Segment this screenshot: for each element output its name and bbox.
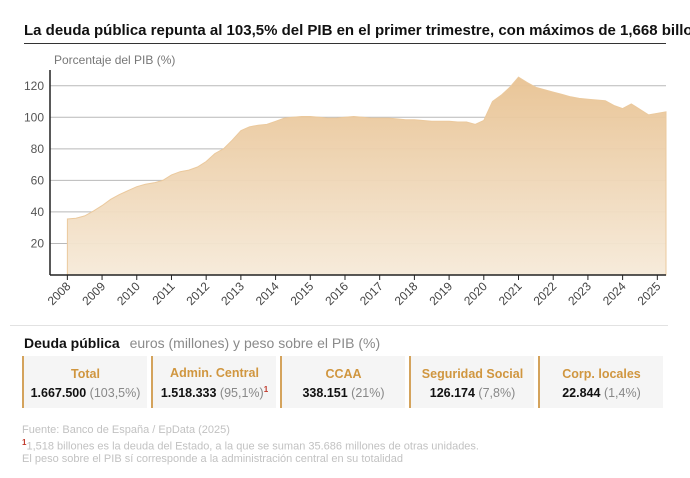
x-tick-label: 2009 xyxy=(79,279,108,308)
card-label: Total xyxy=(71,366,100,381)
footnote-2: El peso sobre el PIB sí corresponde a la… xyxy=(22,453,403,465)
source-note: Fuente: Banco de España / EpData (2025) xyxy=(22,424,230,436)
section-divider xyxy=(10,325,668,326)
card-label: CCAA xyxy=(325,366,362,381)
card-pct: (7,8%) xyxy=(478,385,516,400)
x-tick-label: 2015 xyxy=(288,279,317,308)
x-tick-label: 2008 xyxy=(45,279,74,308)
card-pct: (21%) xyxy=(351,385,385,400)
y-tick-label: 80 xyxy=(31,142,45,156)
card-label: Admin. Central xyxy=(170,365,259,380)
footnote-marker: 1 xyxy=(22,438,27,447)
debt-area-chart: Porcentaje del PIB (%) 20 40 60 80 100 120 20… xyxy=(24,53,667,308)
x-tick-label: 2022 xyxy=(531,279,560,308)
y-tick-label: 120 xyxy=(24,79,44,93)
y-tick-label: 20 xyxy=(31,236,45,250)
card-value: 1.518.333 xyxy=(160,386,217,401)
footnote-marker: 1 xyxy=(263,384,269,394)
card-ccaa: CCAA 338.151 (21%) xyxy=(280,356,405,408)
x-tick-label: 2024 xyxy=(600,279,629,308)
summary-subtitle: euros (millones) y peso sobre el PIB (%) xyxy=(129,335,381,351)
card-admin-central: Admin. Central 1.518.333 (95,1%)1 xyxy=(151,356,276,408)
card-total: Total 1.667.500 (103,5%) xyxy=(22,356,147,408)
x-tick-label: 2011 xyxy=(149,279,177,307)
x-tick-label: 2012 xyxy=(184,279,213,308)
card-pct: (103,5%) xyxy=(89,385,141,400)
summary-cards: Total 1.667.500 (103,5%) Admin. Central … xyxy=(22,356,663,408)
x-tick-label: 2010 xyxy=(114,279,143,308)
card-corp-locales: Corp. locales 22.844 (1,4%) xyxy=(538,356,663,408)
x-tick-label: 2019 xyxy=(426,279,455,308)
card-pct: (1,4%) xyxy=(603,385,641,400)
page-title: La deuda pública repunta al 103,5% del P… xyxy=(24,22,690,39)
summary-heading: Deuda pública euros (millones) y peso so… xyxy=(24,335,380,351)
x-tick-label: 2018 xyxy=(392,279,421,308)
y-tick-label: 100 xyxy=(24,110,44,124)
card-value: 1.667.500 xyxy=(30,385,87,400)
footnote-text: 1,518 billones es la deuda del Estado, a… xyxy=(26,440,479,453)
y-axis-title: Porcentaje del PIB (%) xyxy=(54,53,175,67)
x-tick-label: 2016 xyxy=(322,279,351,308)
card-label: Corp. locales xyxy=(562,366,641,381)
y-tick-label: 40 xyxy=(31,205,45,219)
y-tick-label: 60 xyxy=(31,173,45,187)
x-tick-label: 2013 xyxy=(218,279,247,308)
summary-title: Deuda pública xyxy=(24,335,120,351)
footnote-1: 11,518 billones es la deuda del Estado, … xyxy=(22,438,479,453)
x-tick-label: 2025 xyxy=(635,279,664,308)
card-pct: (95,1%) xyxy=(219,386,264,401)
card-value: 126.174 xyxy=(429,385,475,400)
card-value: 22.844 xyxy=(562,385,601,400)
title-divider xyxy=(24,43,666,44)
card-seguridad-social: Seguridad Social 126.174 (7,8%) xyxy=(409,356,534,408)
x-tick-label: 2020 xyxy=(461,279,490,308)
card-label: Seguridad Social xyxy=(421,366,524,381)
card-value: 338.151 xyxy=(302,385,348,400)
x-tick-label: 2021 xyxy=(496,279,525,308)
x-tick-label: 2017 xyxy=(357,279,386,308)
x-tick-label: 2014 xyxy=(253,279,282,308)
x-tick-label: 2023 xyxy=(565,279,594,308)
debt-area-series xyxy=(66,76,667,276)
